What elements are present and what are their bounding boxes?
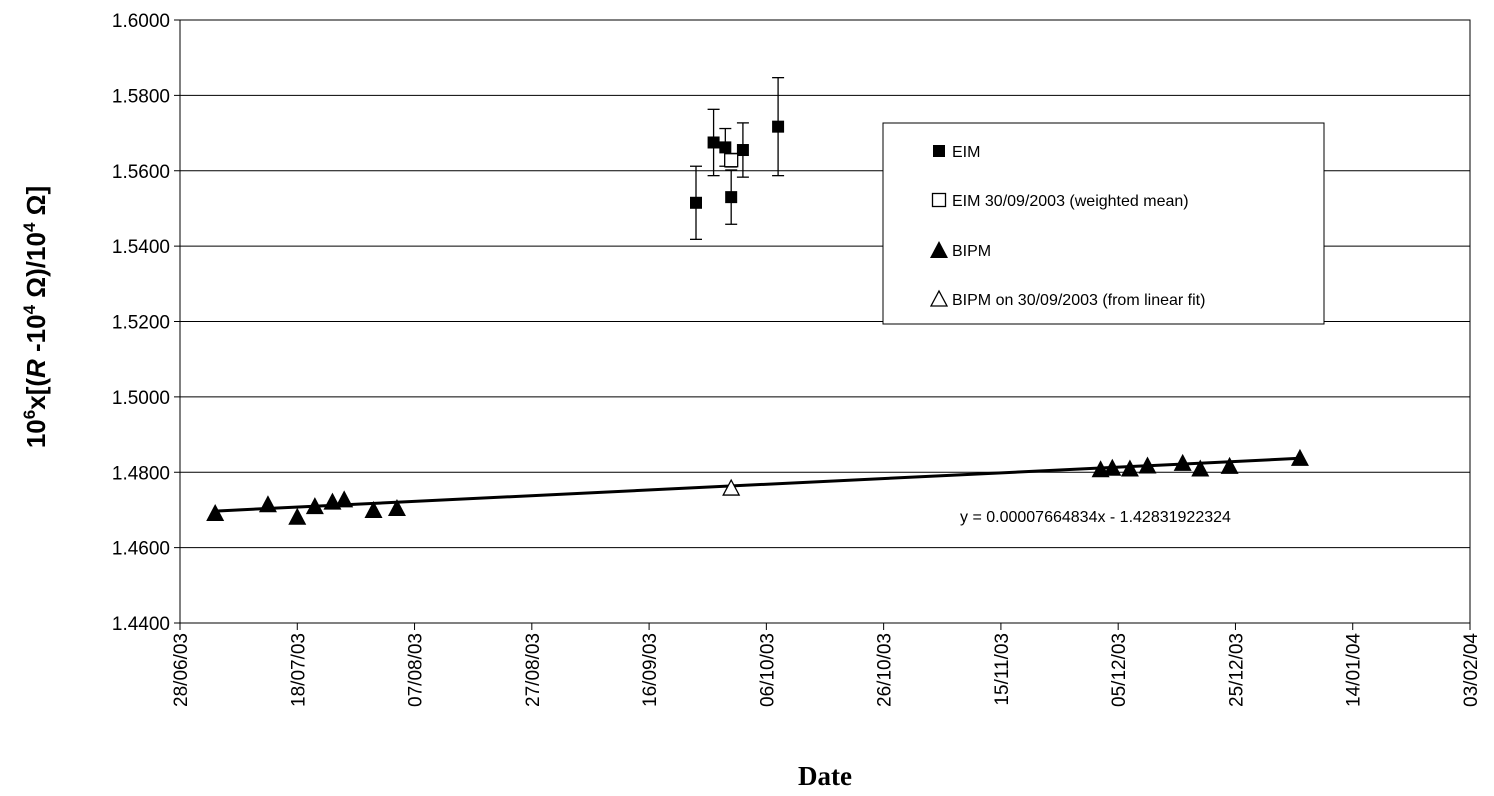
x-tick-label: 03/02/04 [1461, 633, 1482, 707]
legend-label: BIPM on 30/09/2003 (from linear fit) [952, 292, 1205, 309]
legend-label: EIM 30/09/2003 (weighted mean) [952, 193, 1189, 210]
x-tick-label: 14/01/04 [1344, 633, 1365, 707]
data-point [1173, 453, 1192, 471]
data-point [690, 196, 702, 209]
data-point [335, 490, 354, 508]
legend-label: EIM [952, 144, 980, 161]
data-point [725, 191, 738, 204]
legend-marker [929, 289, 949, 307]
data-point [1103, 458, 1122, 476]
y-tick-label: 1.4800 [112, 463, 170, 484]
data-point [772, 120, 785, 133]
data-point [719, 141, 732, 154]
legend-label: BIPM [952, 243, 991, 260]
data-point [1290, 448, 1309, 466]
legend-items: EIM EIM 30/09/2003 (weighted mean) BIPM BIP… [929, 144, 1205, 309]
x-tick-label: 18/07/03 [288, 633, 309, 707]
data-point [288, 507, 307, 525]
x-tick-label: 27/08/03 [523, 633, 544, 707]
legend-box [882, 122, 1325, 325]
data-point [258, 495, 277, 513]
legend-marker [930, 241, 948, 258]
x-tick-label: 06/10/03 [757, 633, 778, 707]
y-tick-label: 1.5000 [112, 388, 170, 409]
data-point [387, 499, 406, 517]
y-tick-label: 1.5400 [112, 237, 170, 258]
legend-marker [931, 192, 947, 208]
y-tick-label: 1.4600 [112, 539, 170, 560]
data-point [1220, 456, 1239, 474]
y-tick-label: 1.6000 [112, 11, 170, 32]
data-point [724, 153, 739, 168]
series-group [206, 77, 1309, 525]
x-axis-label: Date [798, 761, 852, 791]
y-tick-label: 1.5200 [112, 313, 170, 334]
x-tick-label: 15/11/03 [992, 633, 1013, 706]
x-tick-label: 28/06/03 [171, 633, 192, 707]
data-point [364, 500, 383, 518]
x-tick-label: 16/09/03 [640, 633, 661, 707]
data-point [1120, 459, 1139, 477]
data-point [305, 497, 324, 515]
x-tick-label: 07/08/03 [406, 633, 427, 707]
x-tick-label: 05/12/03 [1109, 633, 1130, 707]
data-point [707, 136, 720, 149]
y-tick-label: 1.5600 [112, 162, 170, 183]
data-point [736, 144, 749, 157]
trendline-equation: y = 0.00007664834x - 1.42831922324 [960, 509, 1231, 526]
legend: EIM EIM 30/09/2003 (weighted mean) BIPM BIP… [882, 122, 1325, 325]
y-axis-label: 106x[(R -104 Ω)/104 Ω] [20, 186, 51, 448]
y-tick-label: 1.5800 [112, 86, 170, 107]
axes: 1.4400 1.4600 1.4800 1.5000 1.5200 1.5400 1.56… [112, 11, 1482, 707]
data-point [1191, 459, 1210, 477]
data-point [722, 478, 741, 496]
legend-marker [933, 145, 945, 157]
data-point [1138, 456, 1157, 474]
y-tick-label: 1.4400 [112, 614, 170, 635]
data-point [206, 503, 225, 521]
x-tick-label: 25/12/03 [1226, 633, 1247, 707]
x-tick-label: 26/10/03 [875, 633, 896, 707]
